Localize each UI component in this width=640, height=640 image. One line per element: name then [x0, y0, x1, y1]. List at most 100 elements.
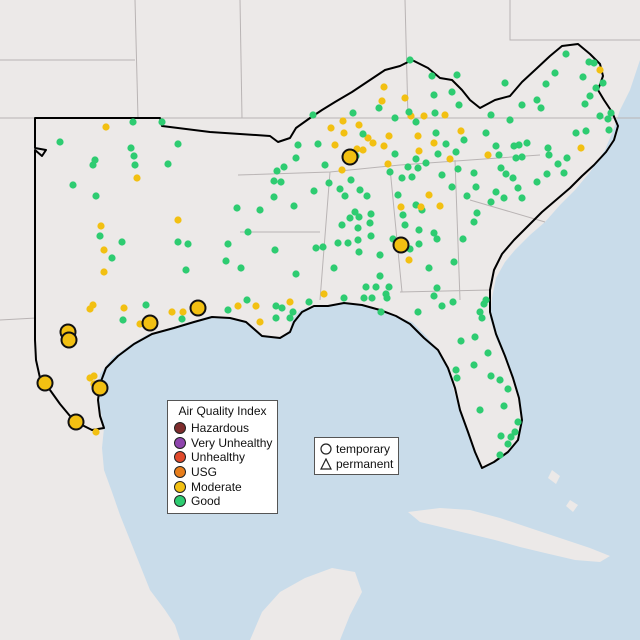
- site-good[interactable]: [290, 202, 298, 210]
- site-good[interactable]: [405, 108, 413, 116]
- site-good[interactable]: [542, 80, 550, 88]
- site-good[interactable]: [289, 308, 297, 316]
- site-moderate[interactable]: [359, 146, 367, 154]
- site-good[interactable]: [433, 284, 441, 292]
- site-good[interactable]: [127, 144, 135, 152]
- site-good[interactable]: [438, 171, 446, 179]
- site-good[interactable]: [448, 183, 456, 191]
- site-good[interactable]: [582, 127, 590, 135]
- site-good[interactable]: [89, 161, 97, 169]
- site-moderate[interactable]: [100, 268, 108, 276]
- site-moderate-temporary[interactable]: [141, 314, 159, 332]
- site-good[interactable]: [585, 58, 593, 66]
- site-good[interactable]: [459, 235, 467, 243]
- site-good[interactable]: [305, 298, 313, 306]
- site-good[interactable]: [349, 109, 357, 117]
- site-good[interactable]: [408, 173, 416, 181]
- site-good[interactable]: [340, 294, 348, 302]
- site-good[interactable]: [355, 213, 363, 221]
- site-good[interactable]: [581, 100, 589, 108]
- site-good[interactable]: [394, 191, 402, 199]
- site-moderate[interactable]: [414, 132, 422, 140]
- site-good[interactable]: [359, 130, 367, 138]
- site-good[interactable]: [492, 188, 500, 196]
- site-good[interactable]: [244, 228, 252, 236]
- site-good[interactable]: [434, 150, 442, 158]
- site-good[interactable]: [130, 152, 138, 160]
- site-moderate[interactable]: [430, 139, 438, 147]
- site-moderate[interactable]: [385, 132, 393, 140]
- site-moderate[interactable]: [340, 129, 348, 137]
- site-good[interactable]: [292, 154, 300, 162]
- site-good[interactable]: [455, 101, 463, 109]
- site-good[interactable]: [330, 264, 338, 272]
- site-moderate[interactable]: [380, 83, 388, 91]
- site-good[interactable]: [391, 114, 399, 122]
- site-good[interactable]: [129, 118, 137, 126]
- site-good[interactable]: [487, 111, 495, 119]
- site-good[interactable]: [174, 238, 182, 246]
- site-good[interactable]: [454, 165, 462, 173]
- site-moderate[interactable]: [327, 124, 335, 132]
- site-good[interactable]: [487, 198, 495, 206]
- site-good[interactable]: [224, 240, 232, 248]
- site-good[interactable]: [422, 159, 430, 167]
- site-good[interactable]: [511, 428, 519, 436]
- site-good[interactable]: [430, 229, 438, 237]
- site-good[interactable]: [487, 372, 495, 380]
- site-good[interactable]: [476, 406, 484, 414]
- site-moderate[interactable]: [97, 222, 105, 230]
- site-good[interactable]: [415, 226, 423, 234]
- site-good[interactable]: [362, 283, 370, 291]
- site-good[interactable]: [460, 136, 468, 144]
- site-good[interactable]: [325, 179, 333, 187]
- site-moderate[interactable]: [384, 160, 392, 168]
- site-good[interactable]: [277, 178, 285, 186]
- site-good[interactable]: [449, 298, 457, 306]
- site-good[interactable]: [476, 308, 484, 316]
- site-good[interactable]: [497, 432, 505, 440]
- site-moderate[interactable]: [133, 174, 141, 182]
- site-good[interactable]: [336, 185, 344, 193]
- site-good[interactable]: [312, 244, 320, 252]
- site-good[interactable]: [563, 154, 571, 162]
- site-good[interactable]: [551, 69, 559, 77]
- site-moderate[interactable]: [339, 117, 347, 125]
- site-good[interactable]: [518, 101, 526, 109]
- site-moderate-temporary[interactable]: [189, 299, 207, 317]
- site-moderate[interactable]: [425, 191, 433, 199]
- site-good[interactable]: [533, 96, 541, 104]
- site-good[interactable]: [92, 192, 100, 200]
- site-good[interactable]: [518, 194, 526, 202]
- site-good[interactable]: [453, 374, 461, 382]
- site-good[interactable]: [366, 219, 374, 227]
- site-good[interactable]: [554, 160, 562, 168]
- site-moderate-temporary[interactable]: [91, 379, 109, 397]
- site-good[interactable]: [224, 306, 232, 314]
- site-good[interactable]: [346, 214, 354, 222]
- site-good[interactable]: [344, 239, 352, 247]
- site-moderate[interactable]: [446, 155, 454, 163]
- site-moderate[interactable]: [436, 202, 444, 210]
- site-good[interactable]: [433, 235, 441, 243]
- site-good[interactable]: [605, 126, 613, 134]
- site-moderate[interactable]: [179, 308, 187, 316]
- site-moderate[interactable]: [378, 97, 386, 105]
- site-moderate-temporary[interactable]: [392, 236, 410, 254]
- site-good[interactable]: [596, 112, 604, 120]
- site-moderate[interactable]: [100, 246, 108, 254]
- site-moderate-temporary[interactable]: [341, 148, 359, 166]
- site-good[interactable]: [452, 148, 460, 156]
- site-good[interactable]: [482, 296, 490, 304]
- site-moderate[interactable]: [484, 151, 492, 159]
- site-good[interactable]: [376, 251, 384, 259]
- site-good[interactable]: [355, 248, 363, 256]
- site-good[interactable]: [401, 221, 409, 229]
- site-good[interactable]: [537, 104, 545, 112]
- site-good[interactable]: [119, 316, 127, 324]
- site-moderate[interactable]: [252, 302, 260, 310]
- site-good[interactable]: [385, 283, 393, 291]
- site-good[interactable]: [391, 150, 399, 158]
- site-good[interactable]: [142, 301, 150, 309]
- site-good[interactable]: [438, 302, 446, 310]
